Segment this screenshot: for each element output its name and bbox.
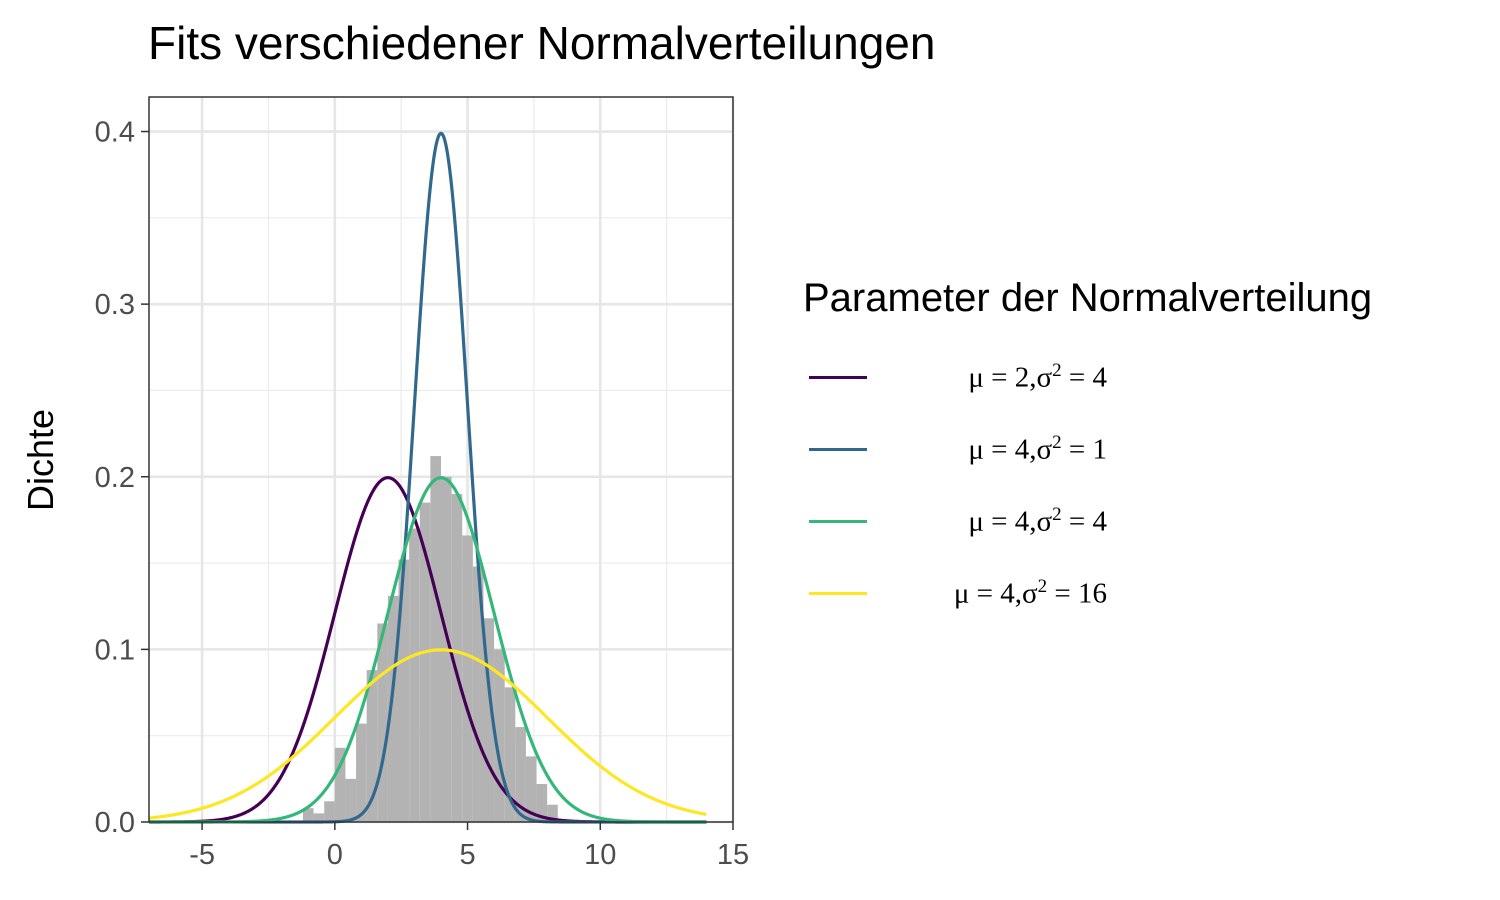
x-tick-label: -5 — [189, 839, 215, 871]
histogram-bar — [398, 559, 410, 822]
histogram-bar — [302, 808, 314, 822]
histogram-bar — [387, 595, 399, 822]
histogram-bar — [472, 566, 484, 822]
y-tick-label: 0.3 — [95, 289, 135, 321]
legend-label: μ = 4,σ2 = 16 — [953, 575, 1107, 610]
x-tick-label: 0 — [327, 839, 343, 871]
histogram-bar — [430, 456, 441, 822]
legend-key — [809, 519, 867, 523]
legend-key — [809, 591, 867, 595]
histogram-bar — [356, 723, 367, 822]
x-tick-label: 5 — [459, 839, 475, 871]
x-tick-label: 10 — [584, 839, 616, 871]
y-tick-label: 0.1 — [95, 634, 135, 666]
y-tick-label: 0.4 — [95, 117, 135, 149]
legend-key — [809, 375, 867, 379]
legend-items: μ = 2,σ2 = 4 μ = 4,σ2 = 1 μ = 4,σ2 = 4 μ = … — [803, 341, 1372, 629]
legend-item: μ = 4,σ2 = 1 — [803, 413, 1372, 485]
y-tick-label: 0.2 — [95, 462, 135, 494]
x-axis-ticks: -5 0 5 10 15 — [189, 822, 749, 871]
legend-title: Parameter der Normalverteilung — [803, 276, 1373, 320]
histogram-bar — [483, 618, 495, 822]
histogram-bar — [334, 747, 346, 822]
histogram-bar — [494, 649, 505, 822]
legend-label: μ = 4,σ2 = 1 — [968, 431, 1107, 466]
legend-label: μ = 4,σ2 = 4 — [968, 503, 1107, 538]
histogram-bar — [409, 528, 420, 822]
histogram-bar — [366, 670, 378, 822]
histogram-bar — [313, 813, 325, 822]
legend-item: μ = 4,σ2 = 4 — [803, 485, 1372, 557]
y-tick-label: 0.0 — [95, 807, 135, 839]
density-curve — [147, 648, 708, 820]
histogram-bar — [419, 502, 431, 822]
histogram-bar — [377, 623, 388, 822]
legend-item: μ = 2,σ2 = 4 — [803, 341, 1372, 413]
histogram-bar — [536, 784, 548, 822]
chart-title: Fits verschiedener Normalverteilungen — [148, 17, 936, 69]
legend: Parameter der Normalverteilung μ = 2,σ2 … — [803, 276, 1372, 629]
histogram-bar — [504, 687, 516, 822]
x-tick-label: 15 — [717, 839, 749, 871]
legend-key — [809, 447, 867, 451]
histogram-bar — [525, 756, 537, 822]
histogram-bar — [462, 535, 473, 822]
histogram-bar — [547, 804, 558, 822]
histogram-bar — [451, 494, 463, 822]
histogram — [302, 456, 558, 822]
histogram-bar — [345, 778, 357, 822]
legend-item: μ = 4,σ2 = 16 — [803, 557, 1372, 629]
y-axis-ticks: 0.0 0.1 0.2 0.3 0.4 — [95, 117, 149, 839]
histogram-bar — [324, 801, 335, 822]
histogram-bar — [515, 727, 526, 822]
legend-label: μ = 2,σ2 = 4 — [968, 359, 1107, 394]
panel-border — [148, 96, 734, 823]
